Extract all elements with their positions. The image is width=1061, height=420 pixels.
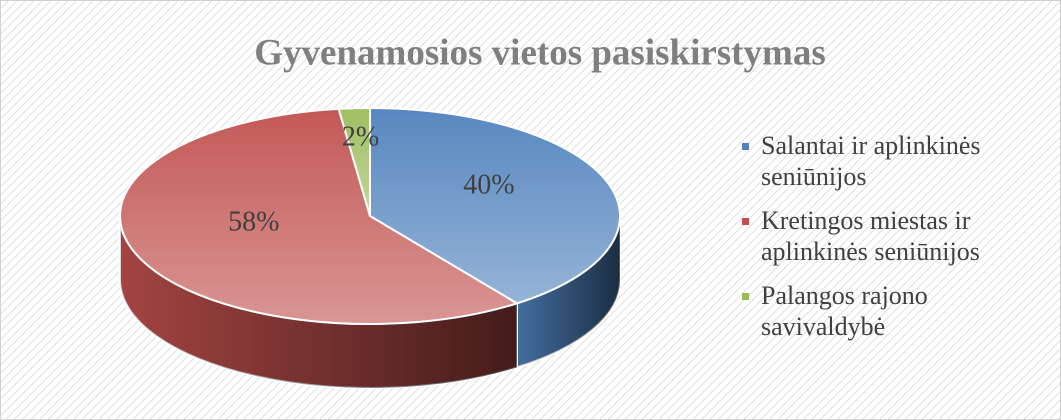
legend-label: Kretingos miestas ir aplinkinės seniūnij…: [761, 206, 980, 266]
data-label: 40%: [463, 170, 514, 201]
pie: 40% 58% 2%: [119, 106, 621, 390]
wall-shade: [120, 216, 517, 388]
wall-shade: [516, 216, 620, 368]
data-label: 58%: [228, 206, 279, 237]
chart-title: Gyvenamosios vietos pasiskirstymas: [254, 32, 825, 73]
legend: Salantai ir aplinkinės seniūnijos Kreting…: [742, 130, 1042, 355]
legend-label: Salantai ir aplinkinės seniūnijos: [761, 131, 981, 191]
data-label: 2%: [342, 122, 379, 153]
legend-item: Salantai ir aplinkinės seniūnijos: [742, 130, 1042, 192]
legend-item: Palangos rajono savivaldybė: [742, 280, 1042, 342]
legend-swatch: [742, 293, 749, 300]
slice-shine: [370, 108, 620, 304]
legend-label: Palangos rajono savivaldybė: [761, 281, 928, 341]
slice-shine: [119, 108, 517, 324]
legend-swatch: [742, 218, 749, 225]
legend-item: Kretingos miestas ir aplinkinės seniūnij…: [742, 205, 1042, 267]
legend-swatch: [742, 143, 749, 150]
slice-shine: [338, 108, 370, 216]
